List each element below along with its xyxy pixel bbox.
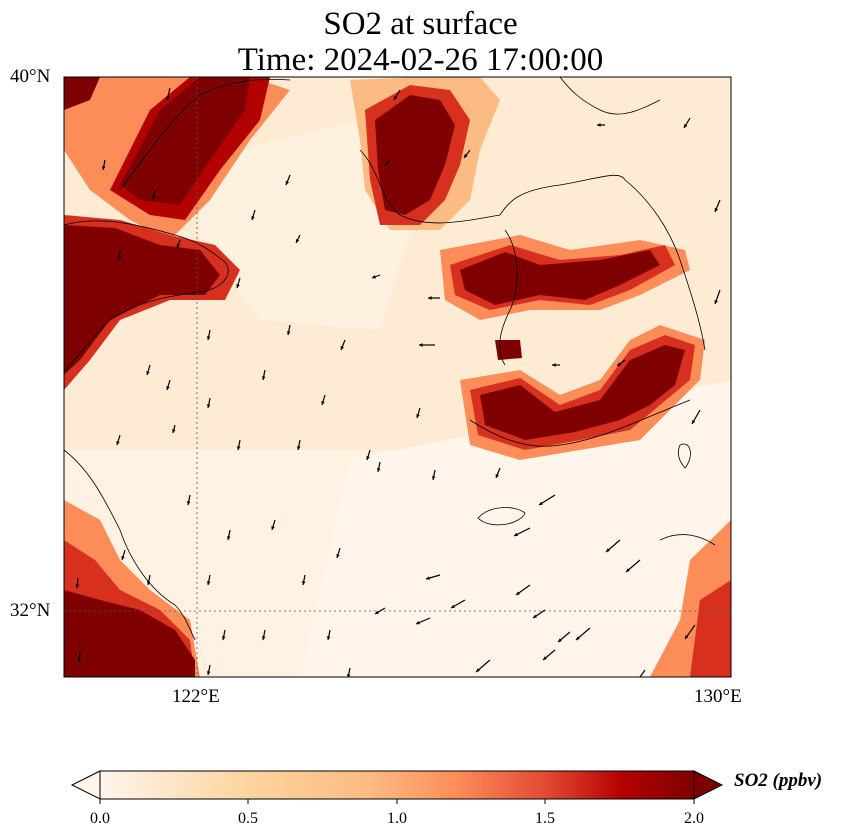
colorbar-tick-3: 1.5 — [535, 810, 555, 827]
wind-vector-head — [296, 446, 301, 450]
wind-vector-head — [431, 476, 436, 480]
wind-vector-head — [326, 636, 331, 640]
wind-vector-head — [236, 284, 240, 288]
wind-vector-head — [346, 674, 351, 677]
map-subtitle-time: Time: 2024-02-26 17:00:00 — [237, 42, 604, 78]
wind-vector-head — [376, 468, 381, 472]
coastlines — [64, 77, 716, 641]
map-title: SO2 at surface — [323, 6, 518, 42]
wind-vector-head — [416, 414, 420, 418]
wind-vector-head — [206, 671, 211, 675]
wind-vector-head — [451, 604, 455, 608]
wind-vector-head — [226, 536, 231, 540]
wind-vector-head — [635, 680, 639, 684]
wind-vector-head — [146, 581, 151, 585]
wind-vector-head — [692, 420, 696, 424]
wind-vector-head — [336, 554, 340, 558]
lon-label-130e: 130°E — [694, 686, 742, 707]
wind-vector-head — [419, 343, 423, 347]
wind-vector-head — [301, 581, 306, 585]
wind-vector-head — [533, 614, 537, 618]
wind-vector-head — [714, 208, 719, 212]
wind-vector-head — [206, 336, 211, 340]
wind-vector-head — [340, 346, 345, 350]
colorbar-tick-4: 2.0 — [684, 810, 704, 827]
wind-vector-head — [375, 610, 379, 614]
wind-vector-head — [221, 636, 226, 640]
wind-vector-head — [714, 300, 718, 304]
wind-vector-head — [685, 635, 689, 639]
colorbar-tick-1: 0.5 — [238, 810, 258, 827]
wind-vector-head — [321, 401, 325, 405]
wind-vector-head — [372, 275, 376, 279]
wind-vector-head — [121, 556, 125, 560]
lat-label-40n: 40°N — [10, 66, 51, 87]
wind-vector-head — [576, 636, 580, 640]
wind-vector-head — [476, 668, 480, 672]
wind-vector-head — [295, 239, 300, 243]
wind-vector-head — [146, 371, 150, 375]
wind-vector-head — [606, 548, 610, 552]
wind-arrows — [75, 87, 721, 684]
colorbar-extend-max — [693, 770, 724, 800]
wind-vector-head — [286, 331, 291, 335]
wind-vector-head — [684, 124, 688, 128]
wind-vector — [639, 669, 646, 677]
lat-label-32n: 32°N — [10, 600, 51, 621]
wind-vector-head — [543, 656, 547, 660]
wind-vector-head — [626, 568, 630, 572]
wind-vector-head — [261, 636, 266, 640]
wind-vector-head — [366, 456, 370, 460]
wind-vector-head — [251, 216, 255, 220]
wind-vector-head — [116, 441, 120, 445]
wind-vector-head — [77, 658, 82, 662]
colorbar-tick-2: 1.0 — [387, 810, 407, 827]
wind-vector-head — [558, 638, 562, 642]
wind-vector-head — [236, 446, 241, 450]
lon-label-122e: 122°E — [172, 686, 220, 707]
wind-vector-head — [495, 474, 500, 478]
so2-field — [64, 77, 731, 677]
wind-vector-head — [166, 386, 170, 390]
colorbar-tick-0: 0.0 — [90, 810, 110, 827]
wind-vector-head — [516, 591, 520, 595]
colorbar-ramp — [99, 770, 695, 800]
wind-vector-head — [166, 96, 170, 100]
wind-vector-head — [151, 196, 156, 200]
wind-vector-head — [539, 501, 543, 505]
colorbar-label: SO2 (ppbv) — [734, 770, 823, 791]
wind-vector-head — [597, 123, 601, 127]
wind-vector-head — [75, 584, 80, 588]
wind-vector-head — [172, 429, 176, 433]
colorbar-extend-min — [70, 770, 101, 800]
wind-vector-head — [261, 376, 266, 380]
wind-vector-head — [176, 244, 180, 248]
wind-vector-head — [271, 526, 275, 530]
wind-vector-head — [416, 620, 420, 625]
wind-vector-head — [617, 362, 621, 366]
wind-vector-head — [385, 162, 389, 166]
wind-vector-head — [206, 404, 211, 408]
wind-vector-head — [206, 581, 211, 585]
wind-vector-head — [101, 166, 106, 170]
wind-vector-head — [117, 256, 122, 260]
wind-vector-head — [394, 96, 398, 100]
wind-vector-head — [464, 154, 468, 158]
wind-vector-head — [428, 296, 432, 300]
wind-vector-head — [285, 181, 290, 185]
wind-vector-head — [552, 363, 556, 367]
colorbar — [70, 770, 724, 804]
wind-vector-head — [186, 501, 191, 505]
wind-vector-head — [514, 532, 518, 537]
wind-vector-head — [426, 576, 430, 580]
map-frame — [63, 76, 732, 678]
